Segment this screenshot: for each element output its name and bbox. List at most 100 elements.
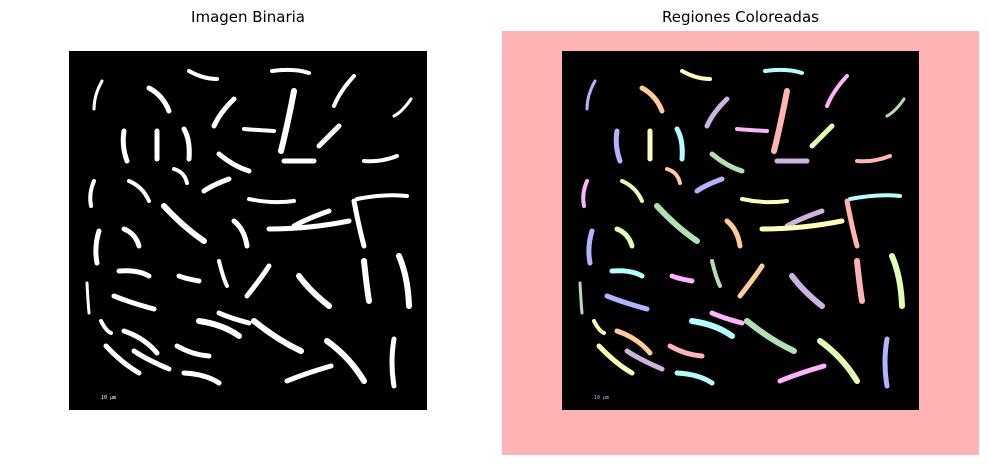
colored-region <box>724 218 743 249</box>
colored-region <box>654 203 700 244</box>
binary-region <box>351 198 367 249</box>
colored-region <box>740 197 789 205</box>
colored-regions-canvas: 10 µm <box>578 67 906 401</box>
binary-region <box>181 370 222 386</box>
colored-region <box>674 370 715 386</box>
colored-region <box>744 318 797 354</box>
binary-region <box>120 128 130 164</box>
colored-region <box>669 273 695 284</box>
colored-region <box>694 176 725 194</box>
colored-region <box>592 319 606 335</box>
binary-image: 10 µm <box>69 51 427 410</box>
binary-region <box>392 97 413 118</box>
colored-region <box>613 128 623 164</box>
binary-region <box>174 343 212 359</box>
colored-region <box>709 151 745 174</box>
binary-region <box>127 179 151 203</box>
binary-region <box>99 319 113 335</box>
binary-region <box>121 226 142 249</box>
colored-region <box>848 193 902 201</box>
binary-region <box>247 197 296 205</box>
colored-region <box>614 328 653 356</box>
binary-region <box>85 281 91 315</box>
colored-region <box>624 348 665 372</box>
binary-region <box>355 193 409 201</box>
colored-region <box>689 318 735 339</box>
binary-region <box>187 69 219 81</box>
binary-region <box>176 273 202 284</box>
binary-region <box>361 258 372 304</box>
colored-region <box>604 293 650 312</box>
binary-region <box>278 88 297 154</box>
binary-region <box>121 328 160 356</box>
binary-region <box>291 208 332 229</box>
binary-region <box>389 336 397 389</box>
binary-region <box>266 218 352 232</box>
colored-region <box>609 268 645 279</box>
binary-region <box>324 338 367 384</box>
binary-image-canvas: 10 µm <box>85 67 413 401</box>
binary-region <box>211 96 237 129</box>
colored-region <box>825 74 849 108</box>
binary-region <box>296 273 332 309</box>
binary-region <box>231 218 250 249</box>
binary-region <box>161 203 207 244</box>
binary-region <box>88 179 96 208</box>
binary-region <box>216 310 252 326</box>
colored-region <box>759 218 845 232</box>
colored-region <box>735 127 769 133</box>
binary-region <box>244 263 272 299</box>
scale-bar-label: 10 µm <box>101 395 116 401</box>
binary-region <box>316 123 342 149</box>
binary-region <box>103 343 142 376</box>
colored-region <box>763 67 804 75</box>
binary-region <box>362 154 399 164</box>
binary-region <box>93 228 102 266</box>
binary-region <box>217 259 229 288</box>
binary-region <box>251 318 304 354</box>
colored-region <box>855 154 892 164</box>
binary-region <box>396 253 412 309</box>
binary-region <box>332 74 356 108</box>
colored-region <box>665 167 682 185</box>
binary-region <box>181 126 192 162</box>
colored-region <box>596 343 635 376</box>
colored-region <box>889 253 905 309</box>
colored-region <box>614 226 635 249</box>
colored-region <box>710 259 722 288</box>
colored-region <box>789 273 825 309</box>
binary-region <box>242 127 276 133</box>
binary-region <box>131 348 172 372</box>
colored-region <box>737 263 765 299</box>
left-panel-title: Imagen Binaria <box>191 8 305 26</box>
colored-region <box>581 179 589 208</box>
binary-region <box>270 67 311 75</box>
colored-region <box>680 69 712 81</box>
colored-region <box>809 123 835 149</box>
colored-region <box>639 85 665 114</box>
binary-region <box>196 318 242 339</box>
colored-region <box>585 79 597 111</box>
colored-region <box>885 97 906 118</box>
colored-region <box>784 208 825 229</box>
colored-region <box>817 338 860 384</box>
binary-region <box>172 167 189 185</box>
colored-regions-image: 10 µm <box>562 51 919 410</box>
scale-bar-label: 10 µm <box>594 395 609 401</box>
colored-region <box>771 88 790 154</box>
binary-region <box>116 268 152 279</box>
binary-region <box>201 176 232 194</box>
colored-region <box>854 258 865 304</box>
colored-region <box>674 126 685 162</box>
colored-region <box>882 336 890 389</box>
binary-region <box>216 151 252 174</box>
colored-region <box>578 281 584 315</box>
colored-region <box>709 310 745 326</box>
colored-region <box>844 198 860 249</box>
colored-region <box>777 363 827 384</box>
colored-region <box>667 343 705 359</box>
colored-region <box>704 96 730 129</box>
right-panel-title: Regiones Coloreadas <box>662 8 819 26</box>
binary-region <box>92 79 104 111</box>
binary-region <box>284 363 334 384</box>
